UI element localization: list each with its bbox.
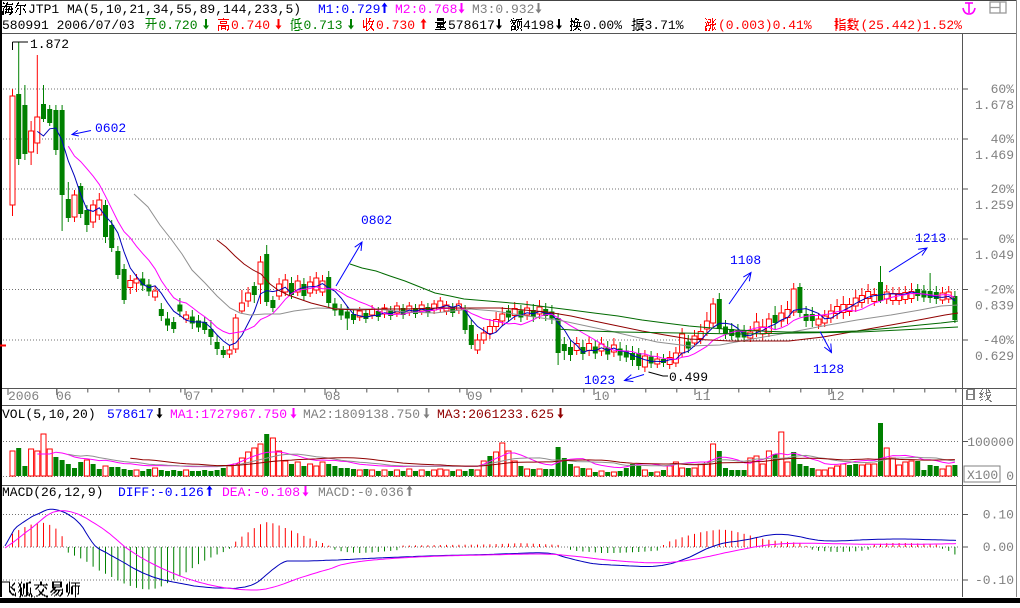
svg-text:1.259: 1.259 <box>975 198 1014 213</box>
svg-text:2006: 2006 <box>8 389 39 404</box>
svg-text:3.71%: 3.71% <box>645 18 684 33</box>
svg-text:0.740: 0.740 <box>231 18 270 33</box>
svg-text:MACD:-0.036: MACD:-0.036 <box>318 485 404 500</box>
svg-text:JTP1 MA(5,10,21,34,55,89,144,2: JTP1 MA(5,10,21,34,55,89,144,233,5) <box>28 2 301 17</box>
svg-text:580991 2006/07/03: 580991 2006/07/03 <box>2 18 135 33</box>
svg-text:MA1:1727967.750: MA1:1727967.750 <box>170 407 287 422</box>
svg-text:06: 06 <box>56 389 72 404</box>
svg-text:MA2:1809138.750: MA2:1809138.750 <box>303 407 420 422</box>
svg-text:0.10: 0.10 <box>983 508 1014 523</box>
svg-text:-20%: -20% <box>983 283 1014 298</box>
svg-text:1023: 1023 <box>584 373 615 388</box>
svg-text:DEA:-0.108: DEA:-0.108 <box>222 485 300 500</box>
svg-text:0602: 0602 <box>95 121 126 136</box>
svg-text:0%: 0% <box>998 232 1014 247</box>
svg-text:100000: 100000 <box>967 435 1014 450</box>
svg-text:1128: 1128 <box>813 362 844 377</box>
svg-text:09: 09 <box>467 389 483 404</box>
svg-text:07: 07 <box>185 389 201 404</box>
svg-text:1.049: 1.049 <box>975 248 1014 263</box>
svg-text:0.499: 0.499 <box>669 370 708 385</box>
svg-text:M1:0.729: M1:0.729 <box>318 2 380 17</box>
svg-text:M2:0.768: M2:0.768 <box>395 2 457 17</box>
svg-text:0: 0 <box>1006 469 1014 484</box>
svg-text:-0.10: -0.10 <box>975 573 1014 588</box>
svg-text:0.839: 0.839 <box>975 299 1014 314</box>
svg-text:1.469: 1.469 <box>975 148 1014 163</box>
svg-text:1.678: 1.678 <box>975 98 1014 113</box>
svg-text:12: 12 <box>829 389 845 404</box>
svg-text:(25.442)1.52%: (25.442)1.52% <box>861 18 963 33</box>
svg-text:M3:0.932: M3:0.932 <box>472 2 534 17</box>
svg-text:578617: 578617 <box>448 18 495 33</box>
svg-text:08: 08 <box>325 389 341 404</box>
svg-text:0.629: 0.629 <box>975 349 1014 364</box>
svg-text:20%: 20% <box>991 182 1015 197</box>
svg-text:60%: 60% <box>991 82 1015 97</box>
svg-text:10: 10 <box>594 389 610 404</box>
svg-text:0.730: 0.730 <box>376 18 415 33</box>
svg-text:1.872: 1.872 <box>30 37 69 52</box>
svg-text:4198: 4198 <box>523 18 554 33</box>
svg-text:11: 11 <box>695 389 711 404</box>
svg-text:VOL(5,10,20): VOL(5,10,20) <box>2 407 103 422</box>
svg-text:X100: X100 <box>967 468 998 483</box>
svg-text:0.720: 0.720 <box>159 18 198 33</box>
svg-text:-40%: -40% <box>983 333 1014 348</box>
svg-text:0.00%: 0.00% <box>583 18 622 33</box>
svg-text:0.00: 0.00 <box>983 540 1014 555</box>
svg-text:1213: 1213 <box>915 231 946 246</box>
svg-text:(0.003)0.41%: (0.003)0.41% <box>718 18 812 33</box>
svg-text:1108: 1108 <box>730 253 761 268</box>
svg-text:DIFF:-0.126: DIFF:-0.126 <box>118 485 204 500</box>
svg-text:40%: 40% <box>991 132 1015 147</box>
svg-text:MA3:2061233.625: MA3:2061233.625 <box>437 407 554 422</box>
svg-text:0802: 0802 <box>361 213 392 228</box>
svg-text:0.713: 0.713 <box>304 18 343 33</box>
svg-text:MACD(26,12,9): MACD(26,12,9) <box>2 485 111 500</box>
svg-text:578617: 578617 <box>107 407 154 422</box>
